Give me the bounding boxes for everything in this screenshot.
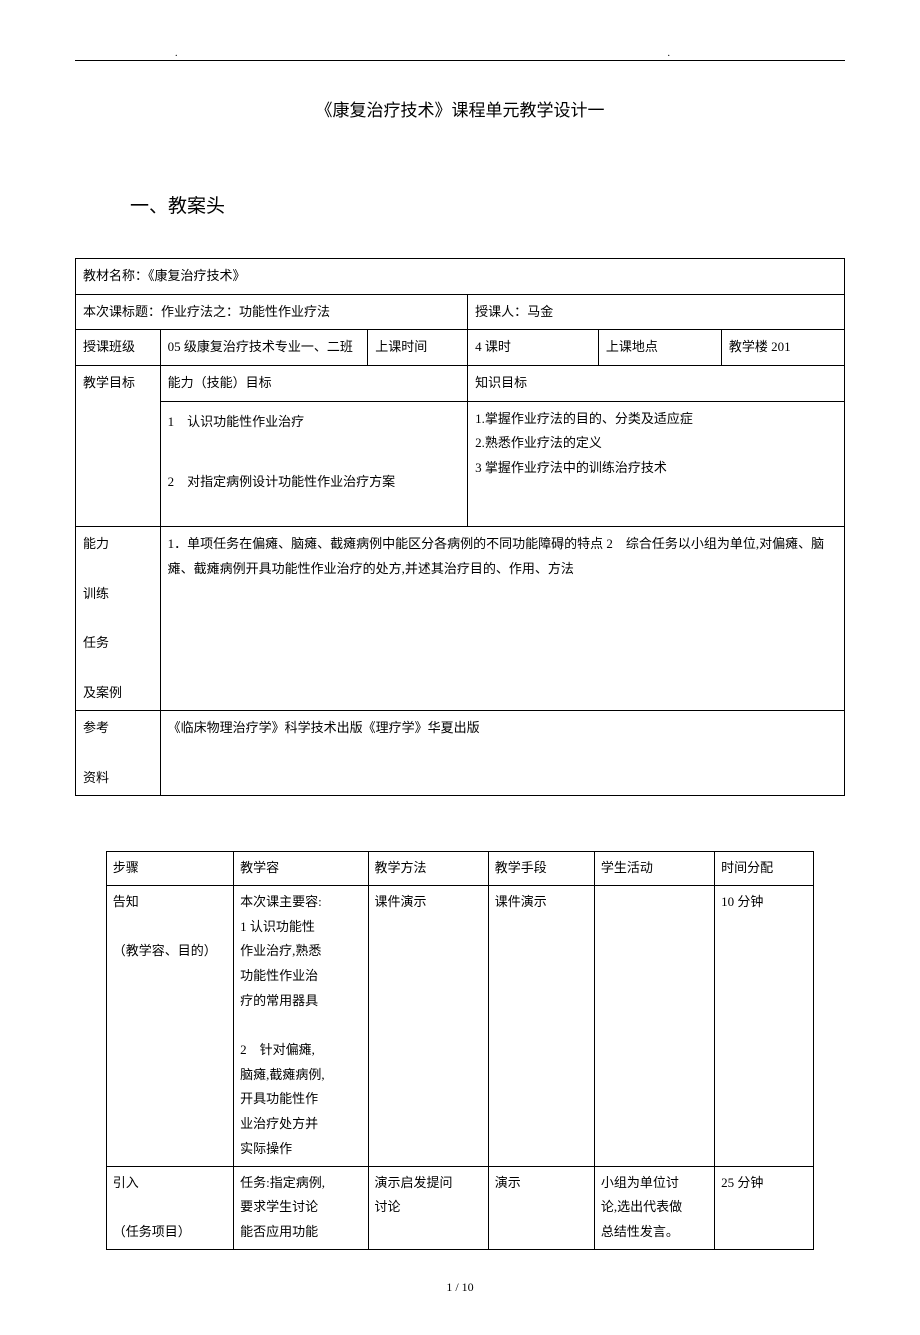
teaching-steps-table: 步骤 教学容 教学方法 教学手段 学生活动 时间分配 告知 （教学容、目的） 本… bbox=[106, 851, 814, 1249]
method-cell: 课件演示 bbox=[368, 885, 488, 1166]
lesson-title-cell: 本次课标题：作业疗法之：功能性作业疗法 bbox=[76, 294, 468, 330]
knowledge-goals-content: 1.掌握作业疗法的目的、分类及适应症 2.熟悉作业疗法的定义 3 掌握作业疗法中… bbox=[468, 401, 845, 527]
content-cell: 本次课主要容: 1 认识功能性 作业治疗,熟悉 功能性作业治 疗的常用器具 2 … bbox=[234, 885, 368, 1166]
table-row: 授课班级 05 级康复治疗技术专业一、二班 上课时间 4 课时 上课地点 教学楼… bbox=[76, 330, 845, 366]
time-label: 上课时间 bbox=[368, 330, 468, 366]
table-row: 参考 资料 《临床物理治疗学》科学技术出版《理疗学》华夏出版 bbox=[76, 711, 845, 796]
class-value: 05 级康复治疗技术专业一、二班 bbox=[160, 330, 368, 366]
content-cell: 任务:指定病例, 要求学生讨论 能否应用功能 bbox=[234, 1166, 368, 1249]
skill-goals-header: 能力（技能）目标 bbox=[160, 366, 468, 402]
goals-label: 教学目标 bbox=[76, 366, 161, 527]
means-cell: 课件演示 bbox=[488, 885, 594, 1166]
section-title: 一、教案头 bbox=[130, 191, 845, 218]
instructor-cell: 授课人：马金 bbox=[468, 294, 845, 330]
col-time: 时间分配 bbox=[715, 852, 814, 886]
time-cell: 25 分钟 bbox=[715, 1166, 814, 1249]
instructor-label: 授课人： bbox=[475, 304, 527, 319]
training-task-label: 能力 训练 任务 及案例 bbox=[76, 527, 161, 711]
table-row: 1 认识功能性作业治疗 2 对指定病例设计功能性作业治疗方案 1.掌握作业疗法的… bbox=[76, 401, 845, 527]
location-value: 教学楼 201 bbox=[721, 330, 844, 366]
document-title: 《康复治疗技术》课程单元教学设计一 bbox=[75, 96, 845, 121]
table-row: 引入 （任务项目） 任务:指定病例, 要求学生讨论 能否应用功能 演示启发提问 … bbox=[106, 1166, 813, 1249]
header-rule bbox=[75, 60, 845, 61]
time-cell: 10 分钟 bbox=[715, 885, 814, 1166]
col-activity: 学生活动 bbox=[594, 852, 714, 886]
col-content: 教学容 bbox=[234, 852, 368, 886]
activity-cell: 小组为单位讨 论,选出代表做 总结性发言。 bbox=[594, 1166, 714, 1249]
skill-goals-content: 1 认识功能性作业治疗 2 对指定病例设计功能性作业治疗方案 bbox=[160, 401, 468, 527]
instructor-value: 马金 bbox=[527, 304, 553, 319]
class-label: 授课班级 bbox=[76, 330, 161, 366]
method-cell: 演示启发提问 讨论 bbox=[368, 1166, 488, 1249]
textbook-label: 教材名称： bbox=[83, 268, 148, 283]
table-row: 教学目标 能力（技能）目标 知识目标 bbox=[76, 366, 845, 402]
table-row: 教材名称：《康复治疗技术》 bbox=[76, 259, 845, 295]
training-task-content: 1．单项任务在偏瘫、脑瘫、截瘫病例中能区分各病例的不同功能障碍的特点 2 综合任… bbox=[160, 527, 844, 711]
table-row: 本次课标题：作业疗法之：功能性作业疗法 授课人：马金 bbox=[76, 294, 845, 330]
table-row: 能力 训练 任务 及案例 1．单项任务在偏瘫、脑瘫、截瘫病例中能区分各病例的不同… bbox=[76, 527, 845, 711]
page-number: 1 / 10 bbox=[75, 1280, 845, 1295]
means-cell: 演示 bbox=[488, 1166, 594, 1249]
knowledge-goals-header: 知识目标 bbox=[468, 366, 845, 402]
reference-label: 参考 资料 bbox=[76, 711, 161, 796]
col-method: 教学方法 bbox=[368, 852, 488, 886]
col-step: 步骤 bbox=[106, 852, 233, 886]
table-row: 告知 （教学容、目的） 本次课主要容: 1 认识功能性 作业治疗,熟悉 功能性作… bbox=[106, 885, 813, 1166]
activity-cell bbox=[594, 885, 714, 1166]
col-means: 教学手段 bbox=[488, 852, 594, 886]
reference-content: 《临床物理治疗学》科学技术出版《理疗学》华夏出版 bbox=[160, 711, 844, 796]
lesson-plan-header-table: 教材名称：《康复治疗技术》 本次课标题：作业疗法之：功能性作业疗法 授课人：马金… bbox=[75, 258, 845, 796]
textbook-name-cell: 教材名称：《康复治疗技术》 bbox=[76, 259, 845, 295]
table-header-row: 步骤 教学容 教学方法 教学手段 学生活动 时间分配 bbox=[106, 852, 813, 886]
step-cell: 引入 （任务项目） bbox=[106, 1166, 233, 1249]
location-label: 上课地点 bbox=[598, 330, 721, 366]
step-cell: 告知 （教学容、目的） bbox=[106, 885, 233, 1166]
time-value: 4 课时 bbox=[468, 330, 599, 366]
textbook-value: 《康复治疗技术》 bbox=[148, 268, 246, 283]
